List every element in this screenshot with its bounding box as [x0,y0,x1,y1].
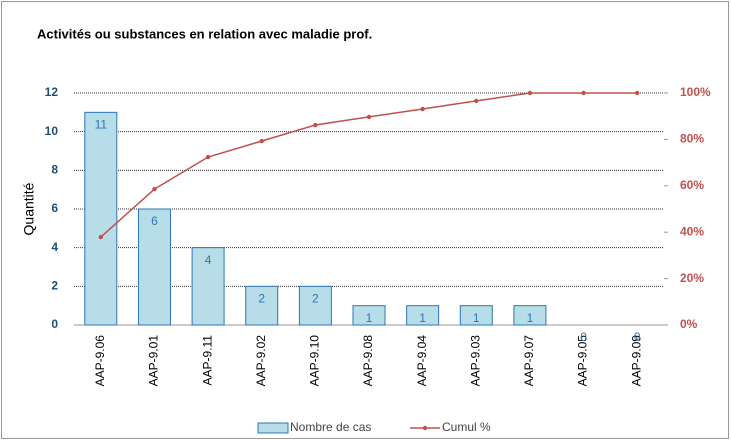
x-tick-label: AAP-9.09 [629,335,643,387]
bar-value-label: 11 [95,118,108,132]
bar [245,285,279,326]
bar-value-label: 1 [473,311,480,325]
y-tick-label: 0 [51,317,58,331]
bar-value-label: 0 [580,330,587,344]
bar [191,247,225,326]
line-point [205,154,211,160]
line-point [474,98,479,104]
line-point [420,106,425,112]
y2-tick-label: 60% [680,178,704,192]
x-tick-label: AAP-9.10 [308,335,322,387]
x-tick-label: AAP-9.03 [468,335,482,387]
bar-value-label: 1 [527,311,534,325]
bar [298,285,332,326]
y-axis-label: Quantité [21,182,37,235]
y-tick-label: 2 [51,279,58,293]
legend-label: Cumul % [442,420,491,434]
y2-tick-label: 80% [680,132,704,146]
bar-value-label: 4 [205,253,212,267]
legend-swatch [257,422,289,434]
y2-tick-label: 40% [680,224,704,238]
line-point [581,90,586,96]
bar [513,305,547,326]
y-tick-label: 6 [51,201,58,215]
y-tick-label: 10 [45,124,59,138]
bar-value-label: 6 [151,214,158,228]
x-tick-label: AAP-9.11 [200,335,214,386]
bar [352,305,386,326]
y2-tick-label: 20% [680,271,704,285]
legend-point [422,425,428,431]
y2-tick-label: 0% [680,317,698,331]
bar-value-label: 2 [312,292,319,306]
x-tick-label: AAP-9.08 [361,335,375,387]
x-tick-label: AAP-9.06 [93,335,107,387]
line-point [259,138,264,144]
x-tick-label: AAP-9.04 [415,335,429,387]
bar [459,305,493,326]
bar-value-label: 2 [258,292,265,306]
line-point [152,186,157,192]
y-tick-label: 4 [51,240,58,254]
line-point [527,90,533,96]
x-tick-label: AAP-9.02 [254,335,268,387]
bar [84,111,118,326]
line-point [98,234,104,240]
chart-title: Activités ou substances en relation avec… [37,26,372,41]
bar-value-label: 0 [634,330,641,344]
bar [406,305,440,326]
y-tick-label: 8 [51,163,58,177]
legend-label: Nombre de cas [290,420,371,434]
bar [137,208,171,326]
line-point [634,90,640,96]
line-point [366,114,372,120]
bar-value-label: 1 [419,311,426,325]
x-tick-label: AAP-9.01 [147,335,161,387]
x-tick-label: AAP-9.07 [522,335,536,387]
y-tick-label: 12 [45,85,59,99]
bar-value-label: 1 [366,311,373,325]
x-tick-label: AAP-9.05 [576,335,590,387]
line-point [313,122,318,128]
y2-tick-label: 100% [680,85,711,99]
